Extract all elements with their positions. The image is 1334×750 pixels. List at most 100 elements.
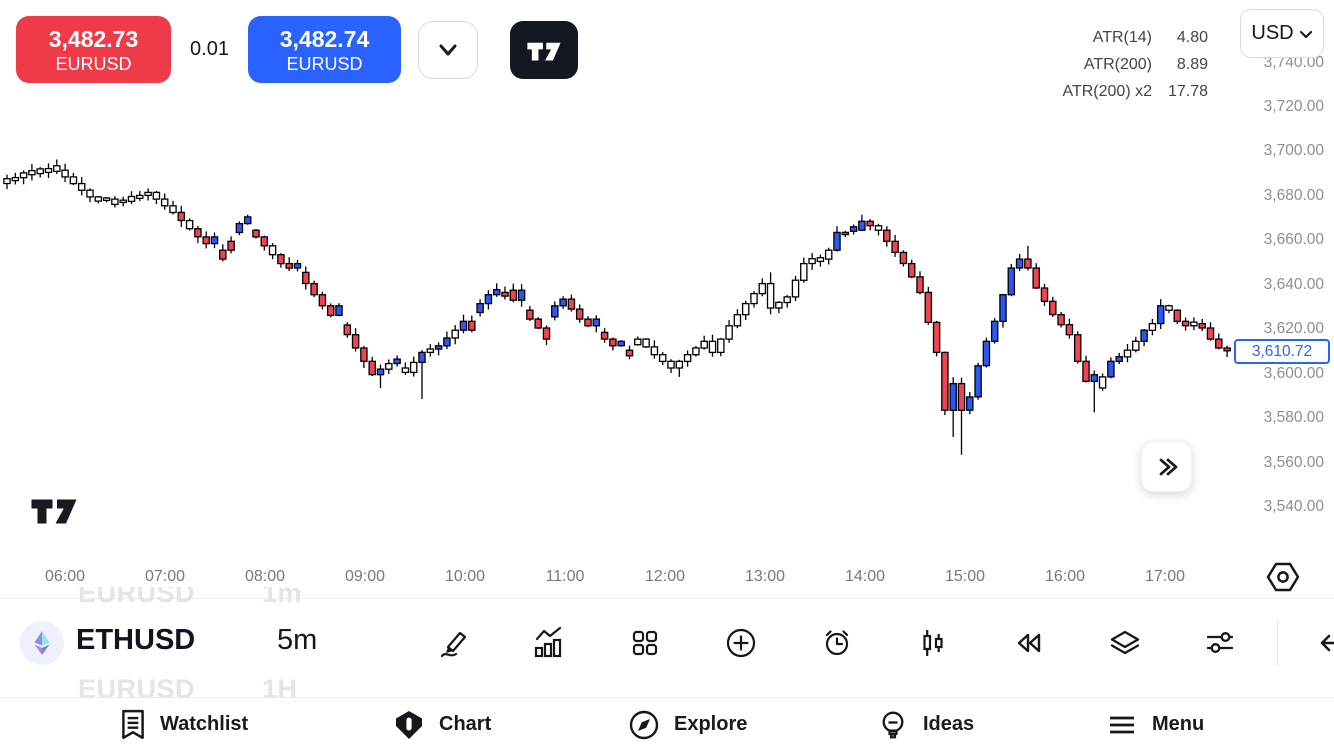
sliders-icon [1204,626,1238,660]
price-axis-label: 3,600.00 [1263,365,1324,382]
object-tree-button[interactable] [1108,626,1142,660]
price-axis-label: 3,700.00 [1263,142,1324,159]
tradingview-logo-button[interactable] [510,21,578,79]
sell-price: 3,482.73 [48,25,139,52]
time-axis-label: 06:00 [44,568,86,585]
time-axis-label: 16:00 [1044,568,1086,585]
nav-label: Chart [439,713,492,735]
menu-icon [1106,711,1138,739]
divider [0,598,1334,599]
rewind-icon [1012,626,1046,660]
indicator-label: ATR(14) [1092,29,1152,46]
nav-item-chart[interactable]: Chart [393,698,491,750]
axis-settings-button[interactable] [1266,561,1300,593]
buy-price: 3,482.74 [279,25,370,52]
nav-item-watchlist[interactable]: Watchlist [120,698,248,750]
double-chevron-right-icon [1153,453,1181,481]
collapse-toolbar-button[interactable] [1317,630,1334,656]
explore-icon [628,709,660,741]
time-axis-label: 13:00 [744,568,786,585]
chart-settings-button[interactable] [1204,626,1238,660]
time-axis[interactable]: 06:00 07:00 08:00 09:00 10:00 11:00 12:00 13:00… [0,558,1334,598]
alarm-clock-icon [820,626,854,660]
time-axis-label: 07:00 [144,568,186,585]
chevron-down-icon [1299,28,1313,40]
time-axis-label: 14:00 [844,568,886,585]
nav-label: Explore [674,713,748,735]
indicators-button[interactable] [531,626,565,660]
time-axis-label: 17:00 [1144,568,1186,585]
draw-button[interactable] [438,626,472,660]
interval-button[interactable]: 5m [277,624,318,656]
indicator-row[interactable]: ATR(200) 8.89 [1018,51,1208,78]
nav-label: Menu [1152,713,1205,735]
price-axis-label: 3,620.00 [1263,320,1324,337]
buy-symbol: EURUSD [286,53,363,74]
hexagon-settings-icon [1266,562,1300,592]
price-axis-label: 3,580.00 [1263,409,1324,426]
symbol-logo[interactable] [20,621,64,665]
price-axis-label: 3,660.00 [1263,231,1324,248]
nav-item-explore[interactable]: Explore [628,698,747,750]
price-axis-label: 3,720.00 [1263,98,1324,115]
candlestick-icon [916,626,950,660]
chart-icon [393,709,425,741]
plus-circle-icon [724,626,758,660]
ideas-icon [877,709,909,741]
time-axis-label: 12:00 [644,568,686,585]
alerts-button[interactable] [820,626,854,660]
price-axis-label: 3,680.00 [1263,187,1324,204]
indicator-legend: ATR(14) 4.80 ATR(200) 8.89 ATR(200) x2 17.78 [1018,24,1208,105]
price-axis-label: 3,640.00 [1263,276,1324,293]
indicator-row[interactable]: ATR(14) 4.80 [1018,24,1208,51]
watchlist-icon [120,709,146,741]
nav-item-ideas[interactable]: Ideas [877,698,974,750]
nav-label: Watchlist [160,713,249,735]
spread-value: 0.01 [190,38,229,60]
ethereum-icon [30,629,54,657]
price-axis-label: 3,540.00 [1263,498,1324,515]
indicator-value: 17.78 [1167,83,1208,100]
pencil-draw-icon [438,626,472,660]
indicator-row[interactable]: ATR(200) x2 17.78 [1018,78,1208,105]
buy-button[interactable]: 3,482.74 EURUSD [248,16,401,83]
time-axis-label: 15:00 [944,568,986,585]
time-axis-label: 11:00 [545,568,585,585]
tradingview-watermark-icon [26,489,82,531]
tradingview-logo-icon [524,35,564,66]
scroll-to-latest-button[interactable] [1141,441,1192,492]
sell-symbol: EURUSD [55,53,132,74]
symbol-button[interactable]: ETHUSD [76,624,196,656]
time-axis-label: 08:00 [244,568,286,585]
sell-button[interactable]: 3,482.73 EURUSD [16,16,171,83]
price-axis-label: 3,560.00 [1263,454,1324,471]
indicator-value: 4.80 [1176,29,1208,46]
layers-icon [1108,626,1142,660]
nav-item-menu[interactable]: Menu [1106,698,1204,750]
picker-item-prev-symbol[interactable]: EURUSD [78,578,196,608]
indicator-label: ATR(200) x2 [1062,83,1152,100]
grid-layout-icon [628,626,662,660]
indicator-value: 8.89 [1176,56,1208,73]
time-axis-label: 09:00 [344,568,386,585]
layouts-button[interactable] [628,626,662,660]
chevron-down-icon [433,35,463,65]
replay-button[interactable] [1012,626,1046,660]
bottom-nav: Watchlist Chart Explore [0,697,1334,750]
currency-selector[interactable]: USD [1240,9,1324,58]
time-axis-label: 10:00 [444,568,486,585]
indicator-label: ATR(200) [1083,56,1152,73]
currency-label: USD [1251,22,1294,44]
price-axis-label: 3,740.00 [1263,54,1324,71]
arrow-left-icon [1317,630,1334,656]
picker-item-prev-interval[interactable]: 1m [262,578,303,608]
nav-label: Ideas [923,713,975,735]
chart-type-button[interactable] [916,626,950,660]
trade-panel-expand-button[interactable] [418,21,478,79]
add-button[interactable] [724,626,758,660]
indicators-icon [531,626,565,660]
toolbar-divider [1277,620,1278,666]
candlestick-chart[interactable] [0,0,1334,560]
current-price-tag: 3,610.72 [1234,339,1330,364]
